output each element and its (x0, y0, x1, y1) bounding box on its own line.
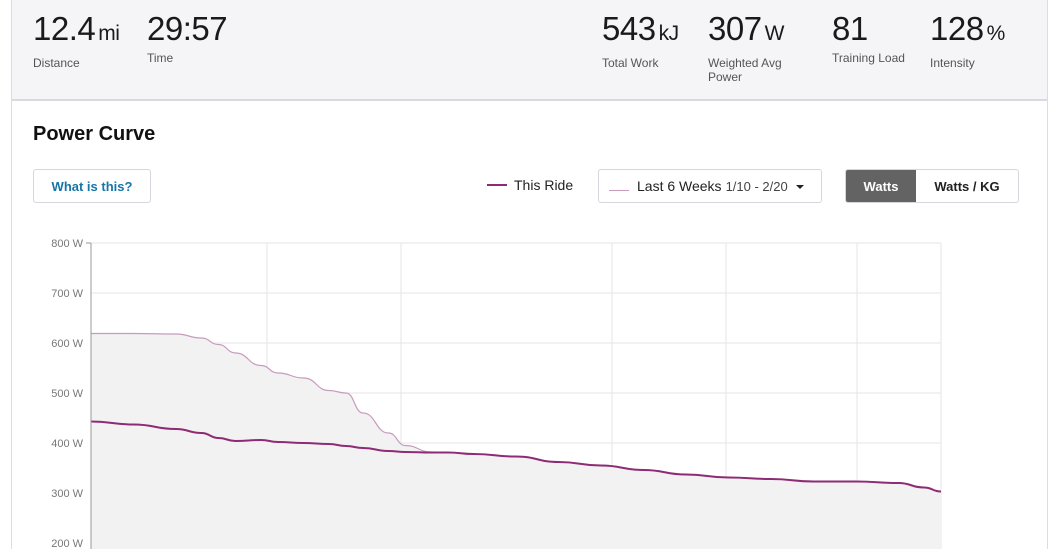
stat-value: 81 (832, 10, 868, 47)
y-tick-label: 500 W (51, 388, 83, 400)
stat-label: Weighted Avg Power (708, 56, 782, 84)
stat-unit: kJ (658, 22, 680, 45)
y-tick-label: 600 W (51, 338, 83, 350)
stat-training-load: 81 Training Load (832, 10, 905, 65)
stat-total-work: 543 kJ Total Work (602, 10, 679, 70)
stat-value: 543 (602, 10, 656, 47)
this-ride-swatch-icon (487, 184, 507, 186)
this-ride-line (90, 420, 942, 493)
y-axis-ticks: 800 W 700 W 600 W 500 W 400 W 300 W 200 W (51, 238, 83, 549)
caret-down-icon (795, 185, 804, 189)
y-tick-label: 400 W (51, 438, 83, 450)
comparison-area-fill (91, 333, 941, 549)
stat-value: 29:57 (147, 10, 228, 47)
comparison-period-dropdown[interactable]: Last 6 Weeks 1/10 - 2/20 (598, 169, 822, 203)
stat-unit: mi (98, 22, 120, 45)
y-tick-label: 700 W (51, 288, 83, 300)
stat-weighted-avg-power: 307 W Weighted Avg Power (708, 10, 808, 84)
stat-label: Distance (33, 56, 80, 70)
units-toggle: Watts Watts / KG (845, 169, 1019, 203)
units-option-watts-per-kg[interactable]: Watts / KG (916, 170, 1018, 202)
stat-label: Training Load (832, 51, 905, 65)
stat-time: 29:57 Time (147, 10, 228, 65)
comparison-swatch-icon (609, 189, 629, 191)
stat-intensity: 128% Intensity (930, 10, 1005, 70)
stat-value: 12.4 (33, 10, 96, 47)
y-tick-label: 200 W (51, 538, 83, 549)
dropdown-label: Last 6 Weeks (637, 178, 722, 194)
y-tick-label: 800 W (51, 238, 83, 250)
y-tick-label: 300 W (51, 488, 83, 500)
legend-this-ride: This Ride (487, 177, 573, 193)
units-option-watts[interactable]: Watts (846, 170, 916, 202)
stat-distance: 12.4 mi Distance (33, 10, 120, 70)
stat-label: Intensity (930, 56, 975, 70)
dropdown-date-range: 1/10 - 2/20 (725, 178, 788, 194)
what-is-this-button[interactable]: What is this? (33, 169, 151, 203)
ride-stats-bar: 12.4 mi Distance 29:57 Time 543 kJ Total W… (12, 0, 1047, 101)
legend-label: This Ride (514, 177, 574, 193)
stat-value: 307 (708, 10, 762, 47)
section-title: Power Curve (33, 123, 156, 145)
stat-unit: % (986, 22, 1006, 45)
stat-value: 128 (930, 10, 984, 47)
stat-unit: W (764, 22, 785, 45)
stat-label: Total Work (602, 56, 659, 70)
stat-label: Time (147, 51, 174, 65)
